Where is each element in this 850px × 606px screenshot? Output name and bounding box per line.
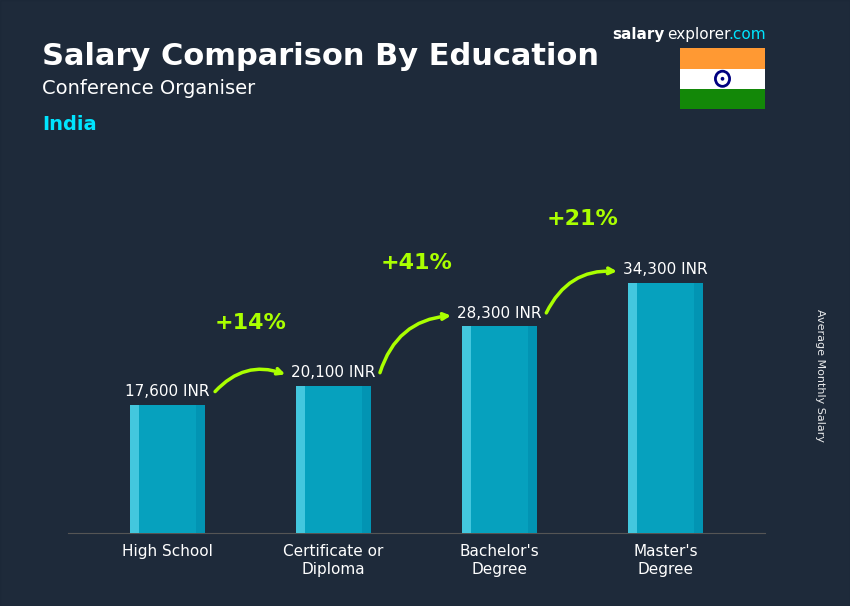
Text: Average Monthly Salary: Average Monthly Salary bbox=[815, 309, 825, 442]
Bar bbox=[462, 327, 471, 533]
Text: salary: salary bbox=[612, 27, 665, 42]
Text: 20,100 INR: 20,100 INR bbox=[292, 365, 376, 381]
Bar bbox=[130, 405, 139, 533]
Bar bbox=[528, 327, 537, 533]
Text: .com: .com bbox=[728, 27, 766, 42]
Circle shape bbox=[722, 78, 723, 80]
Bar bbox=[296, 387, 371, 533]
Text: 17,600 INR: 17,600 INR bbox=[125, 384, 210, 399]
Text: India: India bbox=[42, 115, 97, 134]
Bar bbox=[196, 405, 205, 533]
Bar bbox=[628, 282, 637, 533]
Bar bbox=[296, 387, 305, 533]
Text: Conference Organiser: Conference Organiser bbox=[42, 79, 256, 98]
Bar bbox=[680, 48, 765, 68]
Text: +21%: +21% bbox=[547, 209, 619, 229]
Bar bbox=[130, 405, 205, 533]
Text: explorer: explorer bbox=[667, 27, 731, 42]
Text: 34,300 INR: 34,300 INR bbox=[623, 262, 708, 277]
Text: +14%: +14% bbox=[214, 313, 286, 333]
Bar bbox=[694, 282, 703, 533]
Text: +41%: +41% bbox=[381, 253, 452, 273]
Bar bbox=[462, 327, 537, 533]
Bar bbox=[362, 387, 371, 533]
Text: Salary Comparison By Education: Salary Comparison By Education bbox=[42, 42, 599, 72]
Bar bbox=[628, 282, 703, 533]
Text: 28,300 INR: 28,300 INR bbox=[457, 305, 541, 321]
Bar bbox=[680, 89, 765, 109]
Bar bbox=[680, 68, 765, 89]
